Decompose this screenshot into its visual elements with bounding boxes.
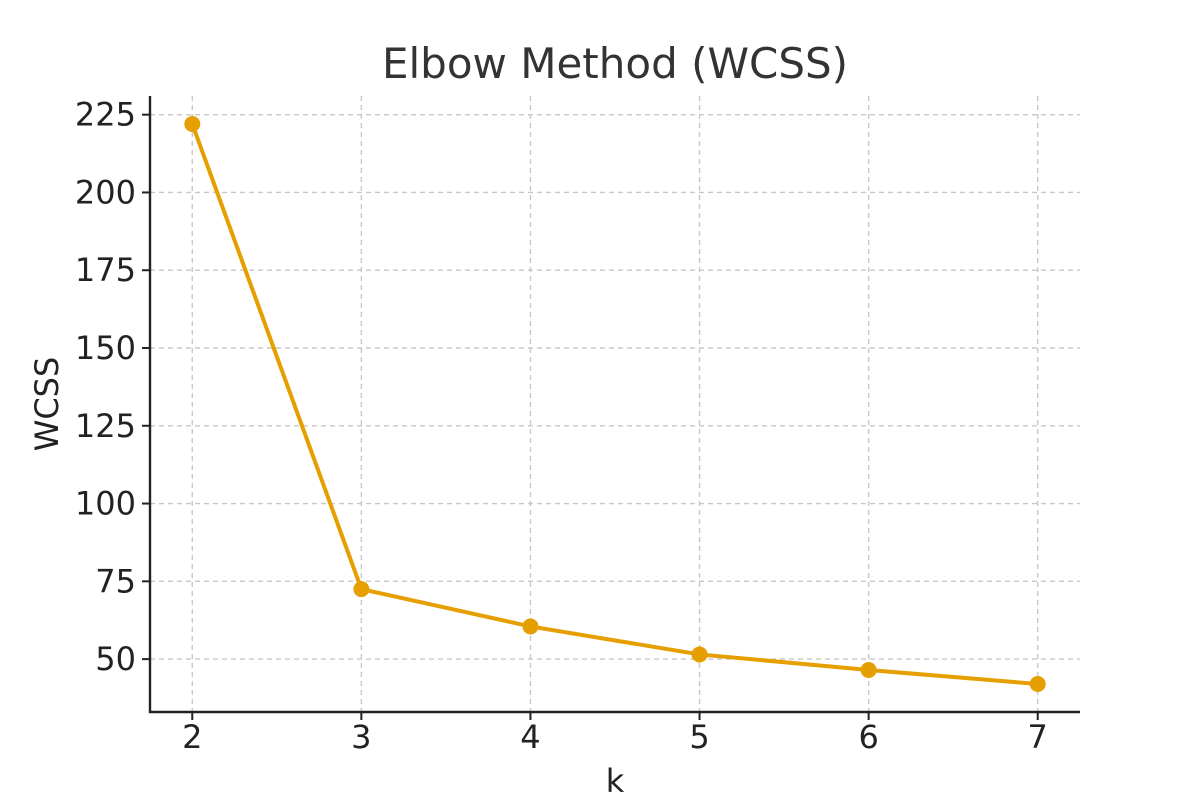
data-point-marker: [1029, 676, 1046, 692]
wcss-line: [190, 122, 1040, 686]
x-tick-label: 5: [689, 718, 709, 756]
data-point-marker: [860, 662, 877, 678]
y-tick-label: 100: [75, 485, 136, 523]
y-axis-label: WCSS: [28, 357, 66, 452]
y-tick-label: 125: [75, 407, 136, 445]
x-axis-label: k: [606, 762, 625, 800]
data-point-marker: [522, 618, 539, 635]
chart-title: Elbow Method (WCSS): [382, 39, 848, 88]
y-tick-label: 75: [95, 562, 136, 600]
x-tick-label: 6: [858, 718, 878, 756]
axes: [142, 96, 1080, 720]
y-tick-label: 175: [75, 251, 136, 289]
y-tick-label: 50: [95, 640, 136, 678]
x-tick-label: 2: [182, 718, 202, 756]
data-series: [184, 116, 1046, 692]
y-tick-label: 200: [75, 173, 136, 211]
data-point-marker: [691, 646, 708, 663]
y-tick-label: 225: [75, 96, 136, 134]
grid-lines: [150, 96, 1080, 712]
data-point-marker: [184, 116, 201, 132]
x-tick-label: 7: [1028, 718, 1048, 756]
x-tick-label: 3: [351, 718, 371, 756]
y-tick-label: 150: [75, 329, 136, 367]
data-point-marker: [353, 581, 370, 598]
tick-labels: 2 3 4 5 6 7 50 75 100 125 150 175 200 225: [75, 96, 1048, 756]
x-tick-label: 4: [520, 718, 540, 756]
